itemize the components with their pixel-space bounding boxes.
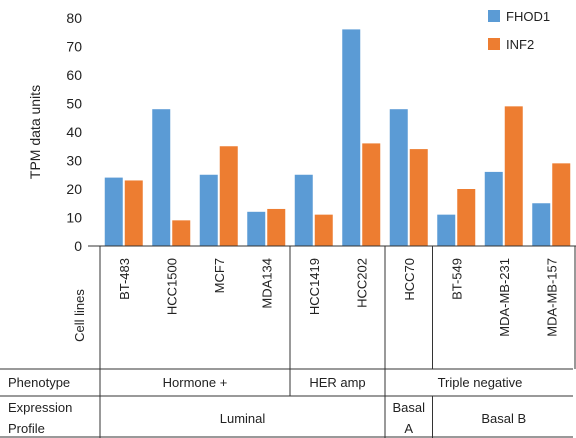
y-axis: 0 10 20 30 40 50 60 70 80: [66, 10, 82, 254]
bar-fhod1-mda-mb-157: [532, 203, 551, 246]
bar-fhod1-hcc202: [342, 29, 361, 247]
y-tick-label: 80: [66, 10, 82, 26]
cell-line-label: HCC1419: [307, 258, 322, 315]
y-tick-label: 0: [74, 238, 82, 254]
expression-header-line2: Profile: [8, 421, 45, 436]
expression-group-label: Luminal: [220, 411, 266, 426]
bar-inf2-mcf7: [219, 146, 238, 246]
bar-inf2-mda-mb-231: [504, 106, 523, 246]
cell-line-label: MCF7: [212, 258, 227, 293]
y-tick-label: 40: [66, 124, 82, 140]
bar-fhod1-hcc1419: [294, 174, 313, 246]
legend-swatch-inf2: [488, 38, 500, 50]
expression-group-label: A: [404, 421, 413, 436]
bar-fhod1-mda-mb-231: [484, 171, 503, 246]
bar-inf2-bt-549: [457, 189, 476, 246]
bar-fhod1-bt-549: [437, 214, 456, 246]
phenotype-group-label: HER amp: [309, 375, 365, 390]
y-tick-label: 50: [66, 96, 82, 112]
cell-line-label: BT-483: [117, 258, 132, 300]
bar-inf2-hcc70: [409, 149, 428, 246]
y-tick-label: 20: [66, 181, 82, 197]
cell-line-label: HCC202: [354, 258, 369, 308]
bars-layer: [104, 29, 571, 247]
phenotype-group-label: Triple negative: [438, 375, 523, 390]
legend-label-fhod1: FHOD1: [506, 9, 550, 24]
cell-line-label: MDA134: [259, 258, 274, 309]
cell-line-label: MDA-MB-231: [497, 258, 512, 337]
cell-line-label: HCC1500: [164, 258, 179, 315]
bar-inf2-hcc1500: [172, 220, 191, 246]
cell-line-label: MDA-MB-157: [544, 258, 559, 337]
phenotype-group-label: Hormone +: [163, 375, 228, 390]
y-tick-label: 60: [66, 67, 82, 83]
bar-inf2-hcc202: [362, 143, 381, 246]
expression-group-label: Basal: [392, 400, 425, 415]
y-axis-label: TPM data units: [27, 85, 43, 179]
bar-fhod1-mda134: [247, 211, 266, 246]
y-tick-label: 70: [66, 39, 82, 55]
expression-header: Expression: [8, 400, 72, 415]
y-tick-label: 30: [66, 153, 82, 169]
bar-inf2-hcc1419: [314, 214, 333, 246]
bar-fhod1-bt-483: [104, 177, 123, 246]
expression-group-label: Basal B: [481, 411, 526, 426]
bar-fhod1-hcc70: [389, 109, 408, 246]
legend-label-inf2: INF2: [506, 37, 534, 52]
bar-fhod1-hcc1500: [152, 109, 171, 246]
phenotype-header: Phenotype: [8, 375, 70, 390]
cell-lines-header: Cell lines: [72, 289, 87, 342]
cell-line-table: BT-483 HCC1500 MCF7 MDA134 HCC1419 HCC202 HCC7…: [0, 245, 576, 438]
bar-inf2-mda-mb-157: [552, 163, 571, 246]
bar-fhod1-mcf7: [199, 174, 218, 246]
y-tick-label: 10: [66, 210, 82, 226]
legend-swatch-fhod1: [488, 10, 500, 22]
bar-inf2-bt-483: [124, 180, 143, 246]
legend: FHOD1 INF2: [488, 9, 550, 52]
cell-line-label: HCC70: [402, 258, 417, 301]
cell-line-label: BT-549: [449, 258, 464, 300]
bar-inf2-mda134: [267, 208, 286, 246]
